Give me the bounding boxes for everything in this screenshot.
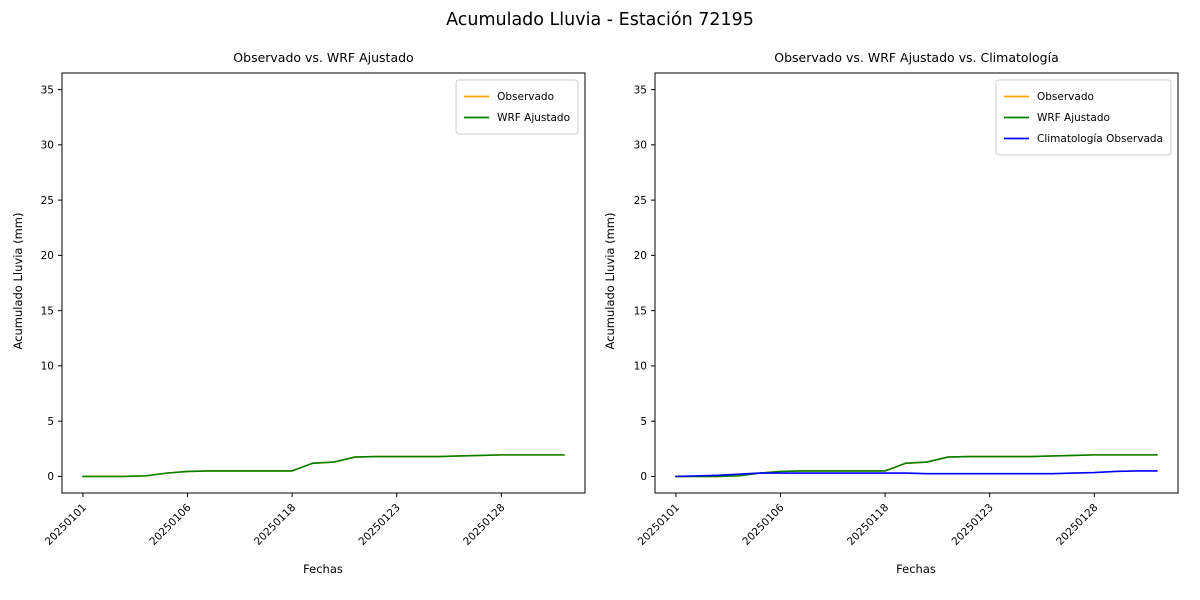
y-tick-label: 0 (640, 471, 647, 483)
axes-box (654, 72, 1179, 494)
legend-box (995, 79, 1172, 156)
legend-label: Observado (1037, 91, 1094, 103)
y-tick-label: 25 (634, 195, 647, 207)
legend-label: Climatología Observada (1037, 133, 1163, 145)
y-tick-label: 10 (634, 361, 647, 373)
y-tick-label: 5 (640, 416, 647, 428)
x-tick-label: 20250101 (43, 502, 89, 548)
left-y-axis-label: Acumulado Lluvia (mm) (11, 212, 25, 350)
right-y-axis-label: Acumulado Lluvia (mm) (603, 212, 617, 350)
y-tick-label: 30 (41, 140, 54, 152)
left-x-axis-label: Fechas (303, 562, 343, 576)
series-line-observado (82, 454, 565, 478)
y-tick-label: 20 (634, 250, 647, 262)
x-tick-label: 20250101 (636, 502, 682, 548)
y-tick-label: 15 (634, 305, 647, 317)
y-tick-label: 25 (41, 195, 54, 207)
y-tick-label: 15 (41, 305, 54, 317)
y-tick-label: 20 (41, 250, 54, 262)
right-x-axis-label: Fechas (896, 562, 936, 576)
series-line-wrf-ajustado (82, 454, 565, 478)
axes-box (61, 72, 586, 494)
legend-label: Observado (497, 91, 554, 103)
x-tick-label: 20250123 (357, 502, 403, 548)
y-tick-label: 0 (47, 471, 54, 483)
legend-label: WRF Ajustado (497, 112, 570, 124)
x-tick-label: 20250118 (845, 502, 891, 548)
series-line-climatolog-a-observada (675, 470, 1158, 478)
left-plot-title: Observado vs. WRF Ajustado (233, 50, 414, 65)
y-tick-label: 30 (634, 140, 647, 152)
legend-box (455, 79, 579, 135)
x-tick-label: 20250128 (461, 502, 507, 548)
legend-label: WRF Ajustado (1037, 112, 1110, 124)
x-tick-label: 20250128 (1054, 502, 1100, 548)
x-tick-label: 20250118 (252, 502, 298, 548)
y-tick-label: 35 (41, 84, 54, 96)
right-plot-title: Observado vs. WRF Ajustado vs. Climatolo… (774, 50, 1059, 65)
y-tick-label: 35 (634, 84, 647, 96)
x-tick-label: 20250106 (147, 501, 194, 548)
figure-title: Acumulado Lluvia - Estación 72195 (446, 10, 754, 30)
x-tick-label: 20250106 (740, 501, 787, 548)
x-tick-label: 20250123 (950, 502, 996, 548)
y-tick-label: 10 (41, 361, 54, 373)
y-tick-label: 5 (47, 416, 54, 428)
